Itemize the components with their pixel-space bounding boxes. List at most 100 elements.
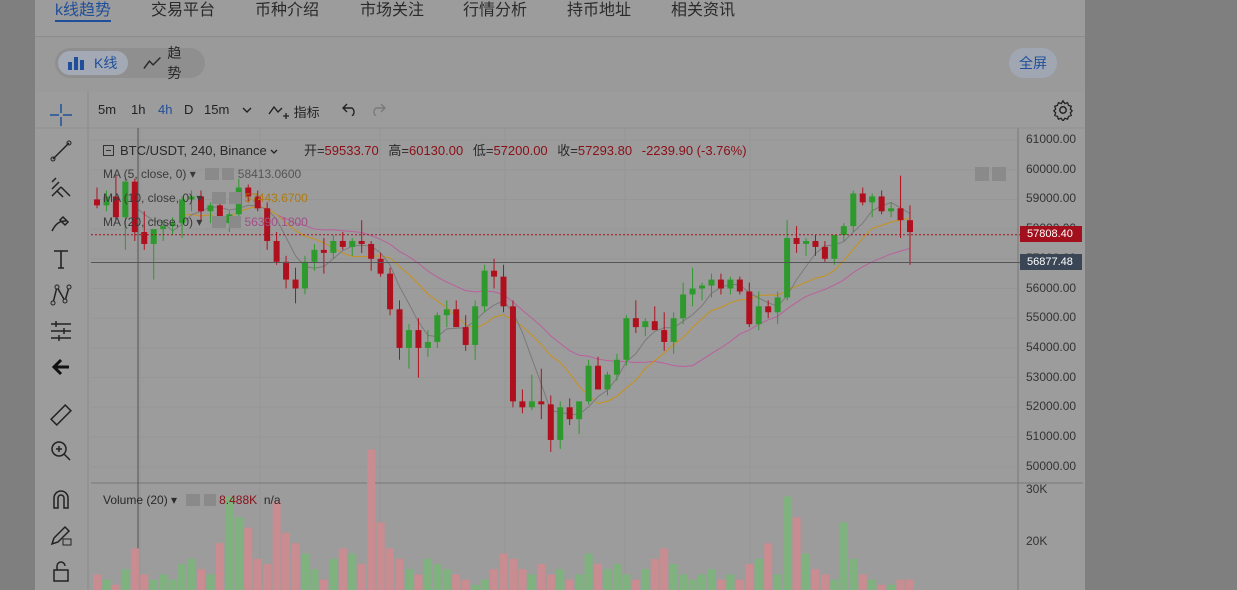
- magnet-tool[interactable]: [48, 486, 74, 512]
- candle-body: [907, 220, 913, 233]
- tab-market-analysis[interactable]: 行情分析: [463, 2, 528, 19]
- high-value: 60130.00: [408, 143, 464, 158]
- symbol-label[interactable]: BTC/USDT, 240, Binance: [120, 143, 267, 158]
- crosshair-price-tag: 56877.48: [1020, 254, 1082, 270]
- volume-bar: [518, 569, 527, 590]
- candle-body: [755, 306, 762, 325]
- indicators-button[interactable]: 指标: [268, 102, 320, 121]
- candle-body: [765, 306, 772, 313]
- candle-body: [462, 327, 469, 345]
- candle-body: [358, 240, 365, 244]
- interval-dropdown[interactable]: [242, 102, 252, 117]
- candle-body: [547, 404, 554, 440]
- fib-tool[interactable]: [48, 174, 74, 200]
- settings-gear-icon[interactable]: [1052, 99, 1074, 121]
- candle-body: [481, 270, 488, 307]
- volume-bar: [471, 584, 480, 590]
- forecast-tool[interactable]: [48, 318, 74, 344]
- volume-extra: n/a: [263, 493, 281, 507]
- crosshair-tool[interactable]: [48, 102, 74, 128]
- chevron-down-icon[interactable]: [975, 167, 989, 181]
- candle-body: [491, 270, 498, 277]
- line-chart-icon: [143, 56, 161, 69]
- close-icon[interactable]: [222, 168, 235, 180]
- text-tool[interactable]: [48, 246, 74, 272]
- ma20-line: [276, 214, 911, 368]
- volume-bar: [338, 548, 347, 590]
- tab-market-watch[interactable]: 市场关注: [360, 2, 425, 19]
- pattern-tool[interactable]: [48, 282, 74, 308]
- measure-tool[interactable]: [48, 402, 74, 428]
- volume-bar: [499, 553, 508, 590]
- volume-bar: [282, 532, 291, 590]
- candle-body: [680, 294, 687, 319]
- eye-icon[interactable]: [205, 168, 220, 180]
- ma10-label[interactable]: MA (10, close, 0): [103, 191, 194, 205]
- interval-d[interactable]: D: [184, 102, 194, 117]
- pattern-icon: [50, 284, 72, 306]
- volume-bar: [527, 574, 536, 590]
- candle-body: [642, 321, 649, 328]
- volume-axis-30k: 30K: [1026, 482, 1048, 496]
- tab-related-news[interactable]: 相关资讯: [671, 2, 736, 19]
- candle-body: [888, 208, 895, 212]
- ma5-label[interactable]: MA (5, close, 0): [103, 167, 187, 181]
- candle-body: [651, 321, 658, 331]
- trendline-tool[interactable]: [48, 138, 74, 164]
- volume-bar: [225, 496, 234, 590]
- tab-kline-trend[interactable]: k线趋势: [55, 0, 112, 22]
- close-icon[interactable]: [229, 216, 242, 228]
- volume-label[interactable]: Volume (20): [103, 493, 168, 507]
- back-tool[interactable]: [48, 354, 74, 380]
- candle-body: [330, 240, 337, 253]
- crosshair-icon: [50, 104, 72, 126]
- price-chart[interactable]: [35, 92, 1085, 590]
- volume-bar: [556, 569, 565, 590]
- interval-4h[interactable]: 4h: [158, 102, 173, 117]
- candle-body: [339, 240, 346, 247]
- volume-bar: [329, 558, 338, 590]
- collapse-legend-icon[interactable]: [103, 145, 114, 156]
- close-icon[interactable]: [229, 192, 242, 204]
- candle-body: [708, 279, 715, 286]
- indicators-label: 指标: [293, 105, 320, 120]
- lock-drawing-tool[interactable]: [48, 522, 74, 548]
- volume-bar: [603, 569, 612, 590]
- volume-bar: [490, 569, 499, 590]
- maximize-icon[interactable]: [992, 167, 1006, 181]
- volume-bar: [244, 527, 253, 590]
- zoom-tool[interactable]: [48, 438, 74, 464]
- interval-5m[interactable]: 5m: [98, 102, 117, 117]
- tab-holder-addresses[interactable]: 持币地址: [567, 2, 632, 19]
- tab-coin-intro[interactable]: 币种介绍: [255, 2, 320, 19]
- candle-body: [283, 261, 290, 280]
- redo-button[interactable]: [370, 102, 386, 119]
- close-icon[interactable]: [203, 494, 216, 506]
- kline-view-button[interactable]: K线: [58, 51, 128, 75]
- interval-1h[interactable]: 1h: [131, 102, 146, 117]
- candle-body: [160, 226, 167, 230]
- brush-tool[interactable]: [48, 210, 74, 236]
- candle-body: [803, 240, 810, 244]
- eye-icon[interactable]: [211, 192, 226, 204]
- ma20-label[interactable]: MA (20, close, 0): [103, 215, 194, 229]
- volume-bar: [452, 574, 461, 590]
- indicators-icon: [268, 105, 289, 119]
- volume-bar: [206, 574, 215, 590]
- volume-bar: [820, 574, 829, 590]
- candle-body: [311, 249, 318, 262]
- candle-body: [793, 238, 800, 244]
- undo-button[interactable]: [342, 102, 358, 119]
- candle-body: [122, 181, 129, 218]
- tab-trading-platform[interactable]: 交易平台: [151, 2, 216, 19]
- trend-view-button[interactable]: 趋势: [133, 45, 203, 81]
- interval-15m[interactable]: 15m: [204, 102, 230, 117]
- eye-icon[interactable]: [186, 494, 201, 506]
- view-bar: K线 趋势 全屏: [35, 36, 1085, 92]
- volume-bar: [575, 574, 584, 590]
- eye-icon[interactable]: [211, 216, 226, 228]
- candle-body: [897, 208, 904, 221]
- fullscreen-button[interactable]: 全屏: [1009, 48, 1057, 78]
- unlock-tool[interactable]: [48, 558, 74, 584]
- volume-bar: [906, 579, 914, 590]
